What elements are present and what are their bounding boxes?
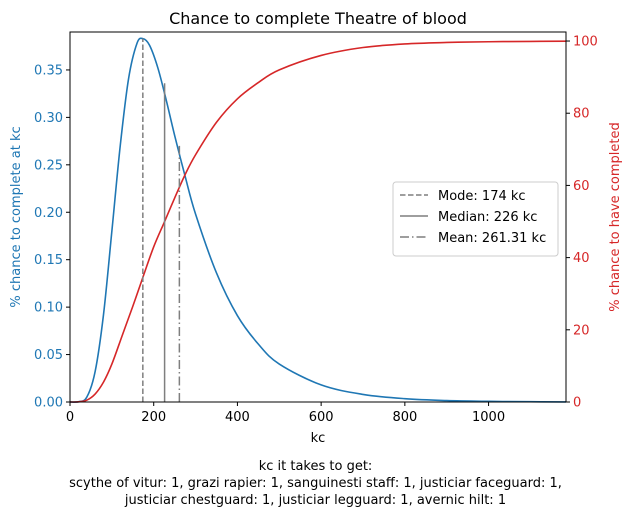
right-tick-label: 20 — [573, 323, 590, 338]
caption-line-3: justiciar chestguard: 1, justiciar leggu… — [124, 493, 507, 508]
caption-line-1: kc it takes to get: — [258, 459, 373, 474]
right-tick-label: 80 — [573, 107, 590, 122]
caption-line-2: scythe of vitur: 1, grazi rapier: 1, san… — [69, 476, 562, 491]
x-tick-label: 600 — [309, 410, 334, 425]
legend-label-median: Median: 226 kc — [438, 210, 537, 225]
marker-layer — [142, 38, 181, 402]
right-tick-label: 40 — [573, 251, 590, 266]
left-tick-label: 0.10 — [34, 301, 63, 316]
legend-box — [392, 181, 559, 257]
left-tick-label: 0.35 — [34, 63, 63, 78]
series-layer — [69, 37, 567, 404]
left-tick-label: 0.15 — [34, 253, 63, 268]
left-tick-label: 0.00 — [34, 396, 63, 411]
legend-label-mode: Mode: 174 kc — [438, 189, 526, 204]
right-axis-label: % chance to have completed — [608, 122, 623, 312]
pdf-line — [69, 37, 567, 404]
right-tick-label: 0 — [573, 396, 581, 411]
left-axis-label: % chance to complete at kc — [9, 126, 24, 307]
right-tick-label: 100 — [573, 35, 598, 50]
x-tick-label: 800 — [392, 410, 417, 425]
x-axis-label: kc — [311, 431, 326, 446]
left-tick-label: 0.20 — [34, 206, 63, 221]
right-tick-label: 60 — [573, 179, 590, 194]
x-tick-label: 200 — [141, 410, 166, 425]
cdf-line — [69, 40, 567, 403]
left-axis-ticks: 0.00 0.05 0.10 0.15 0.20 0.25 0.30 0.35 — [34, 63, 70, 411]
right-axis-ticks: 0 20 40 60 80 100 — [566, 35, 598, 411]
x-tick-label: 0 — [66, 410, 74, 425]
x-tick-label: 1000 — [472, 410, 505, 425]
chart-title: Chance to complete Theatre of blood — [169, 9, 467, 28]
legend: Mode: 174 kc Median: 226 kc Mean: 261.31… — [392, 181, 559, 257]
caption: kc it takes to get: scythe of vitur: 1, … — [0, 458, 631, 509]
left-tick-label: 0.25 — [34, 158, 63, 173]
x-tick-label: 400 — [225, 410, 250, 425]
chart: Chance to complete Theatre of blood 0 200… — [9, 9, 623, 446]
legend-label-mean: Mean: 261.31 kc — [438, 231, 546, 246]
left-tick-label: 0.05 — [34, 348, 63, 363]
x-axis-ticks: 0 200 400 600 800 1000 — [66, 402, 505, 425]
plot-frame — [69, 31, 567, 403]
left-tick-label: 0.30 — [34, 111, 63, 126]
